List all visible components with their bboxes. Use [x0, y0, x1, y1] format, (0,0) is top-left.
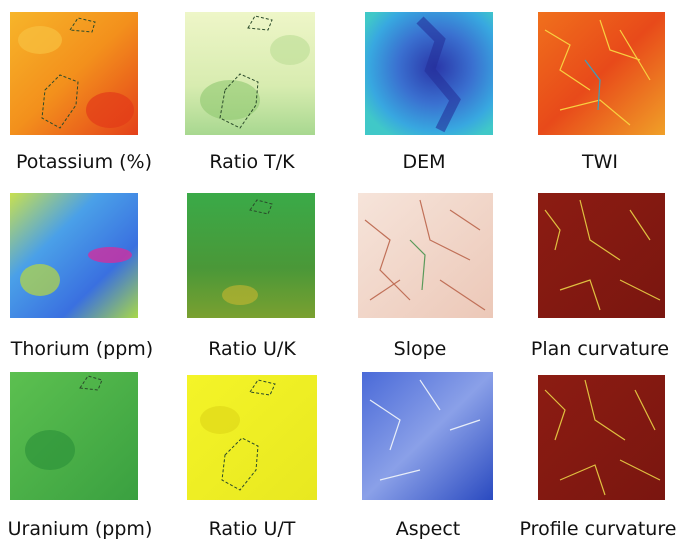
map-ratio-uk [187, 193, 315, 318]
figure: Potassium (%) Ratio T/K DEM TWI Thorium … [0, 0, 684, 545]
map-uranium [10, 372, 138, 500]
map-profile-curvature [538, 375, 665, 500]
panel-label: Uranium (ppm) [8, 518, 153, 540]
map-slope [358, 193, 493, 318]
map-twi [538, 12, 665, 135]
panel-label: Slope [394, 338, 447, 360]
panel-label: TWI [581, 151, 618, 173]
map-aspect [362, 372, 493, 500]
panel-label: Ratio U/K [208, 338, 296, 360]
panel-label: DEM [402, 151, 445, 173]
panel-label: Ratio T/K [209, 151, 295, 173]
map-thorium [10, 193, 138, 318]
map-dem [365, 12, 493, 135]
map-plan-curvature [538, 193, 665, 318]
panel-label: Profile curvature [520, 518, 677, 540]
map-ratio-tk [185, 12, 315, 135]
map-potassium [10, 12, 138, 135]
panel-label: Aspect [396, 518, 461, 540]
panel-label: Ratio U/T [209, 518, 296, 540]
panel-label: Plan curvature [531, 338, 669, 360]
map-ratio-ut [187, 375, 317, 500]
panel-label: Potassium (%) [16, 151, 152, 173]
panel-label: Thorium (ppm) [10, 338, 153, 360]
